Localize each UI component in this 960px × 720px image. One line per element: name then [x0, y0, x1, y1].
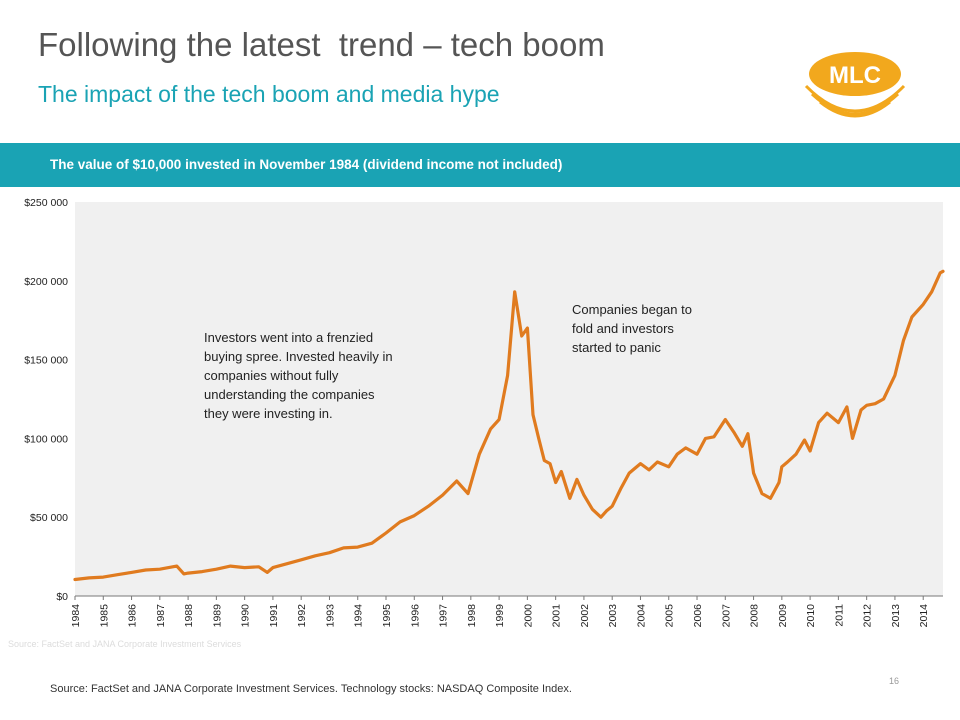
x-tick-label: 2004	[635, 604, 647, 628]
mlc-logo: MLC	[804, 52, 906, 118]
faint-source-text: Source: FactSet and JANA Corporate Inves…	[8, 639, 242, 649]
y-tick-label: $250 000	[24, 197, 68, 209]
annotation-line: Investors went into a frenzied	[204, 330, 373, 345]
x-tick-label: 1984	[70, 604, 82, 628]
annotation-line: they were investing in.	[204, 406, 333, 421]
source-note: Source: FactSet and JANA Corporate Inves…	[50, 683, 572, 695]
slide-title: Following the latest trend – tech boom	[38, 26, 605, 63]
x-tick-label: 2001	[551, 604, 563, 628]
x-tick-label: 1991	[268, 604, 280, 628]
y-axis: $0 $50 000 $100 000 $150 000 $200 000 $250 00…	[24, 197, 68, 603]
x-tick-label: 2006	[692, 604, 704, 628]
line-chart: $0 $50 000 $100 000 $150 000 $200 000 $250 00…	[8, 197, 945, 649]
y-tick-label: $0	[56, 591, 68, 603]
x-tick-label: 2003	[607, 604, 619, 628]
plot-area	[75, 202, 943, 596]
x-tick-label: 1994	[353, 604, 365, 628]
annotation-frenzy: Investors went into a frenzied buying spr…	[204, 330, 393, 421]
slide-subtitle: The impact of the tech boom and media hy…	[38, 81, 500, 107]
annotation-line: fold and investors	[572, 321, 674, 336]
logo-text: MLC	[829, 62, 881, 89]
x-tick-label: 1993	[324, 604, 336, 628]
annotation-line: understanding the companies	[204, 387, 375, 402]
y-tick-label: $150 000	[24, 355, 68, 367]
x-tick-label: 1985	[98, 604, 110, 628]
x-tick-label: 1998	[466, 604, 478, 628]
x-tick-label: 2010	[805, 604, 817, 628]
chart-banner: The value of $10,000 invested in Novembe…	[0, 143, 960, 187]
annotation-line: Companies began to	[572, 302, 692, 317]
x-tick-label: 2002	[579, 604, 591, 628]
annotation-panic: Companies began to fold and investors star…	[572, 302, 692, 355]
x-tick-label: 2007	[720, 604, 732, 628]
x-tick-label: 2005	[664, 604, 676, 628]
y-tick-label: $100 000	[24, 433, 68, 445]
x-tick-label: 1989	[211, 604, 223, 628]
x-tick-label: 1987	[155, 604, 167, 628]
page-number: 16	[889, 676, 900, 686]
x-tick-label: 1999	[494, 604, 506, 628]
x-tick-label: 2011	[833, 604, 845, 627]
series-line	[73, 269, 945, 582]
x-axis: 1984 1985 1986 1987 1988 1989 1990 1991 1992 1993…	[70, 595, 943, 628]
x-tick-label: 2000	[522, 604, 534, 628]
x-tick-label: 1995	[381, 604, 393, 628]
x-tick-label: 1988	[183, 604, 195, 628]
x-tick-label: 2013	[890, 604, 902, 628]
annotation-line: started to panic	[572, 340, 661, 355]
x-tick-label: 1992	[296, 604, 308, 628]
x-tick-label: 1996	[409, 604, 421, 628]
annotation-line: buying spree. Invested heavily in	[204, 349, 393, 364]
annotations: Investors went into a frenzied buying spr…	[204, 302, 692, 421]
y-tick-label: $50 000	[30, 512, 68, 524]
x-tick-label: 1997	[438, 604, 450, 628]
x-tick-label: 1990	[240, 604, 252, 628]
y-tick-label: $200 000	[24, 276, 68, 288]
annotation-line: companies without fully	[204, 368, 339, 383]
logo-rings	[804, 84, 906, 118]
x-tick-label: 2012	[862, 604, 874, 628]
logo-oval	[809, 52, 901, 96]
x-tick-label: 1986	[127, 604, 139, 628]
banner-text: The value of $10,000 invested in Novembe…	[50, 157, 563, 172]
x-tick-label: 2014	[918, 604, 930, 628]
x-tick-label: 2009	[777, 604, 789, 628]
x-tick-label: 2008	[749, 604, 761, 628]
